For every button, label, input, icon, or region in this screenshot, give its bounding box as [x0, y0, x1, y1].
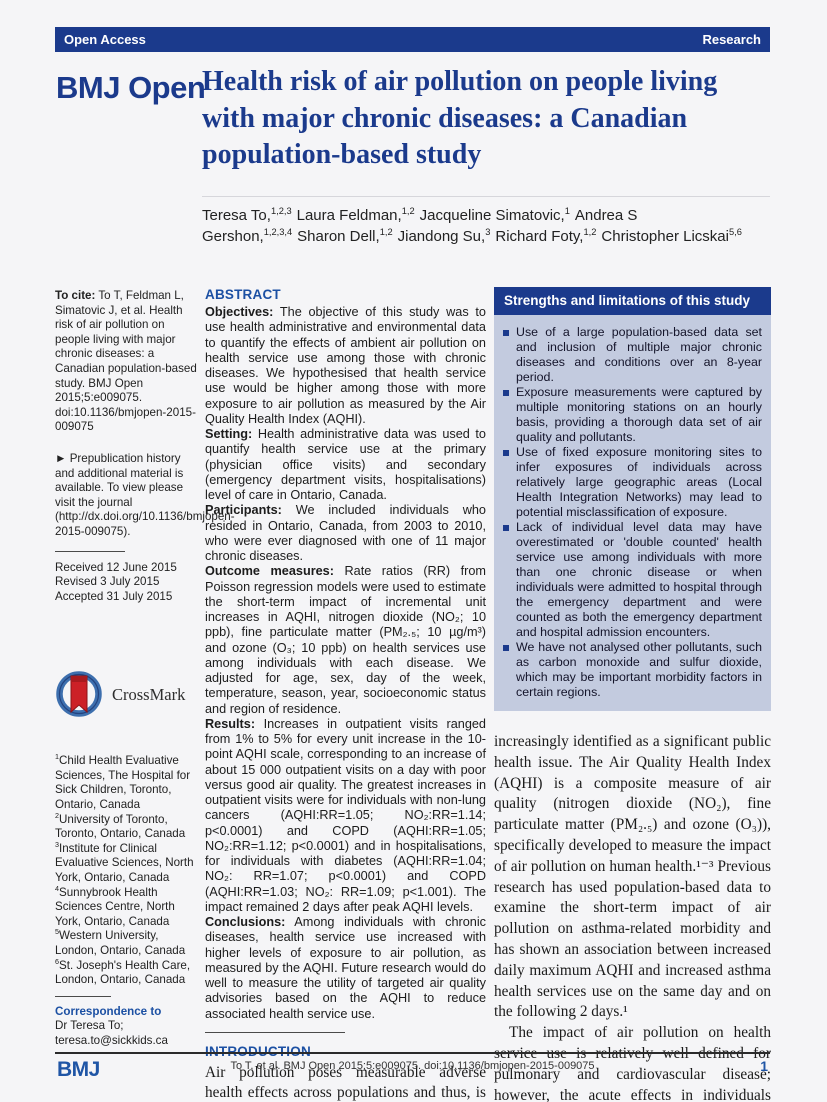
- page-number: 1: [760, 1058, 768, 1074]
- research-label: Research: [702, 32, 761, 47]
- left-sidebar: To cite: To T, Feldman L, Simatovic J, e…: [55, 289, 235, 1049]
- author: Jiandong Su,3: [397, 227, 491, 245]
- bullet-square-icon: [503, 390, 509, 396]
- strengths-box-body: Use of a large population-based data set…: [494, 315, 771, 711]
- bullet-square-icon: [503, 645, 509, 651]
- footer-citation: To T, et al. BMJ Open 2015;5:e009075. do…: [230, 1060, 595, 1072]
- strengths-bullet: Exposure measurements were captured by m…: [503, 385, 762, 445]
- affiliation-item: 4Sunnybrook Health Sciences Centre, Nort…: [55, 883, 175, 928]
- abstract-section: Outcome measures: Rate ratios (RR) from …: [205, 564, 486, 716]
- crossmark-icon: [56, 671, 102, 718]
- affiliation-item: 3Institute for Clinical Evaluative Scien…: [55, 839, 194, 885]
- revised-date: Revised 3 July 2015: [55, 575, 160, 589]
- affiliation-item: 2University of Toronto, Toronto, Ontario…: [55, 810, 186, 841]
- body-paragraph: increasingly identified as a significant…: [494, 733, 771, 1021]
- abstract-body: Objectives: The objective of this study …: [205, 305, 486, 1022]
- article-title: Health risk of air pollution on people l…: [202, 66, 718, 170]
- strengths-bullet: We have not analysed other pollutants, s…: [503, 640, 762, 700]
- correspondence-block: Correspondence to Dr Teresa To; teresa.t…: [55, 1005, 198, 1049]
- sidebar-divider: [55, 550, 125, 552]
- affiliation-item: 6St. Joseph's Health Care, London, Ontar…: [55, 956, 191, 987]
- author-list: Teresa To,1,2,3 Laura Feldman,1,2 Jacqueli…: [202, 205, 780, 247]
- section-divider: [205, 1031, 345, 1033]
- authors-divider: [202, 196, 770, 197]
- prepublication-note: ► Prepublication history and additional …: [55, 451, 235, 538]
- abstract-section: Setting: Health administrative data was …: [205, 427, 486, 502]
- introduction-heading: INTRODUCTION: [205, 1043, 311, 1059]
- correspondence-name: Dr Teresa To;: [55, 1019, 124, 1033]
- abstract-section: Conclusions: Among individuals with chro…: [205, 915, 487, 1021]
- open-access-label: Open Access: [64, 32, 146, 47]
- abstract-section: Participants: We included individuals wh…: [205, 503, 486, 563]
- correspondence-label: Correspondence to: [55, 1004, 162, 1018]
- citation-block: To cite: To T, Feldman L, Simatovic J, e…: [55, 289, 198, 435]
- affiliation-item: 5Western University, London, Ontario, Ca…: [55, 927, 186, 957]
- bullet-square-icon: [503, 330, 509, 336]
- accepted-date: Accepted 31 July 2015: [55, 589, 173, 603]
- footer: BMJ To T, et al. BMJ Open 2015;5:e009075…: [55, 1056, 770, 1084]
- author: Sharon Dell,1,2: [297, 227, 393, 245]
- crossmark-badge[interactable]: CrossMark: [55, 670, 198, 720]
- right-column: Strengths and limitations of this study …: [494, 287, 771, 1102]
- affiliation-item: 1Child Health Evaluative Sciences, The H…: [55, 752, 191, 812]
- author: Jacqueline Simatovic,1: [419, 206, 570, 224]
- author: Teresa To,1,2,3: [202, 206, 292, 224]
- author: Laura Feldman,1,2: [296, 206, 415, 224]
- affiliations: 1Child Health Evaluative Sciences, The H…: [55, 752, 198, 988]
- bullet-square-icon: [503, 525, 509, 531]
- bullet-square-icon: [503, 450, 509, 456]
- introduction-text: Air pollution poses measurable adverse h…: [205, 1063, 486, 1102]
- abstract-heading: ABSTRACT: [205, 287, 281, 302]
- introduction-continued: increasingly identified as a significant…: [494, 732, 771, 1102]
- received-date: Received 12 June 2015: [55, 560, 177, 574]
- author: Richard Foty,1,2: [495, 227, 597, 245]
- crossmark-label: CrossMark: [112, 684, 186, 704]
- correspondence-email[interactable]: teresa.to@sickkids.ca: [55, 1033, 168, 1047]
- abstract-section: Results: Increases in outpatient visits …: [205, 716, 486, 914]
- bmj-logo: BMJ: [57, 1058, 100, 1081]
- article-dates: Received 12 June 2015 Revised 3 July 201…: [55, 561, 198, 605]
- top-banner: Open Access Research: [55, 27, 770, 52]
- journal-logo: BMJ Open: [56, 70, 206, 105]
- strengths-bullet: Use of fixed exposure monitoring sites t…: [503, 445, 762, 520]
- cite-label: To cite:: [55, 289, 96, 302]
- strengths-bullet: Lack of individual level data may have o…: [503, 520, 762, 640]
- sidebar-divider: [55, 995, 111, 997]
- strengths-limitations-box: Strengths and limitations of this study …: [494, 287, 771, 711]
- strengths-box-title: Strengths and limitations of this study: [494, 287, 771, 315]
- footer-rule: [55, 1052, 770, 1054]
- cite-text: To T, Feldman L, Simatovic J, et al. Hea…: [55, 289, 197, 434]
- strengths-bullet: Use of a large population-based data set…: [503, 325, 762, 385]
- abstract-column: ABSTRACT Objectives: The objective of th…: [205, 287, 486, 1102]
- author: Christopher Licskai5,6: [601, 227, 742, 245]
- author: Andrea S Gershon,1,2,3,4: [202, 207, 638, 245]
- abstract-section: Objectives: The objective of this study …: [205, 305, 486, 426]
